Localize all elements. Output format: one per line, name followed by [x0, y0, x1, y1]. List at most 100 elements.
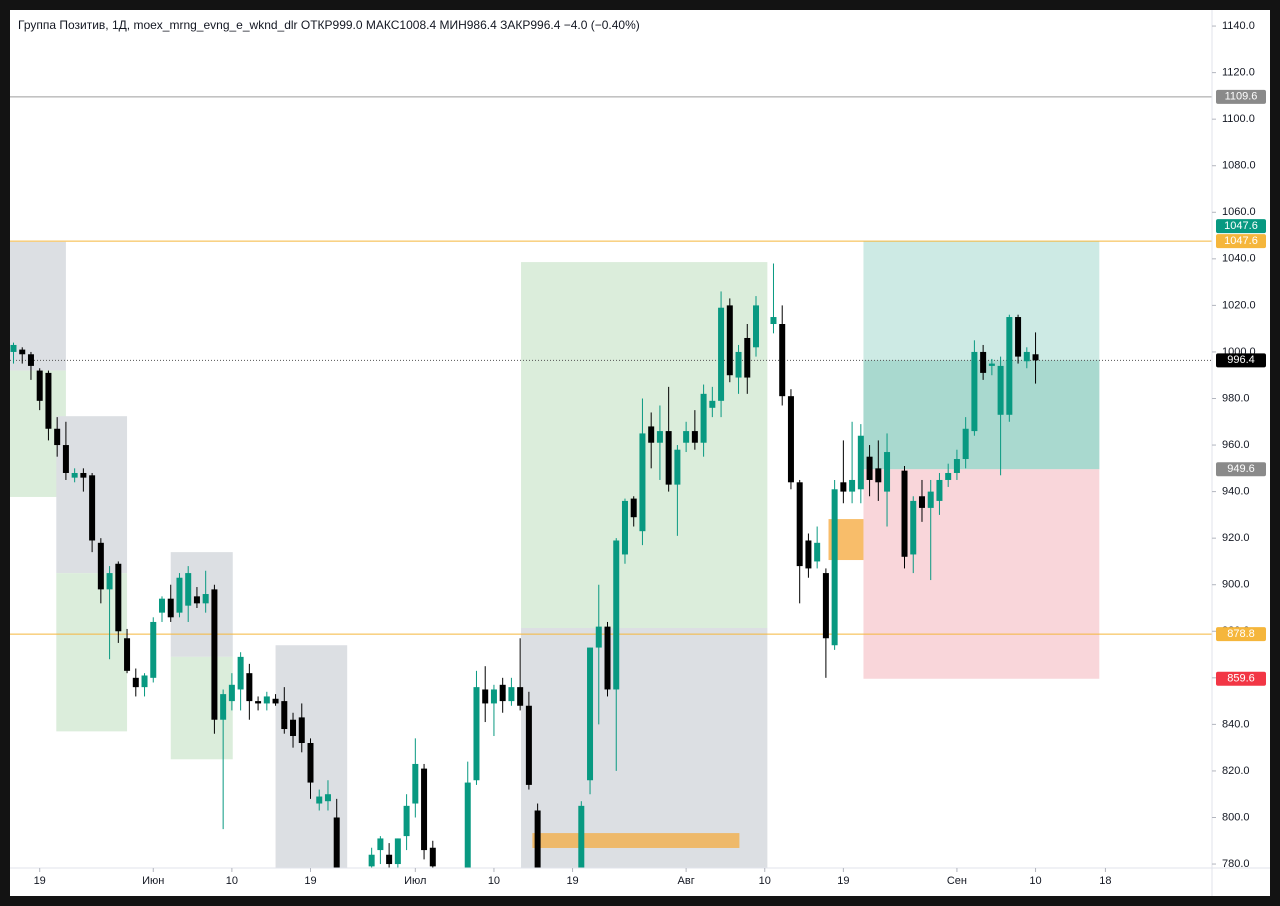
candle-body [508, 687, 515, 702]
candle-body [412, 763, 419, 804]
candle-body [744, 337, 751, 378]
candle-body [62, 445, 69, 473]
candle-body [971, 351, 978, 432]
candle-body [89, 475, 96, 541]
y-tick-label: 940.0 [1222, 486, 1250, 498]
candle-body [473, 687, 480, 781]
candle-body [621, 500, 628, 555]
candle-body [19, 349, 26, 355]
y-tick-label: 1100.0 [1222, 113, 1255, 125]
candle-body [158, 598, 165, 613]
candle-body [613, 540, 620, 690]
candle-body [27, 354, 34, 366]
candle-body [228, 684, 235, 702]
y-tick-label: 980.0 [1222, 392, 1250, 404]
candle-body [1006, 317, 1013, 415]
candle-body [71, 472, 78, 478]
x-tick-label: 19 [566, 875, 578, 887]
zone [10, 241, 66, 371]
y-tick-label: 1140.0 [1222, 20, 1255, 32]
candle-body [962, 428, 969, 460]
candle-body [648, 426, 655, 443]
candle-body [674, 449, 681, 485]
candle-body [464, 782, 471, 868]
candle-body [255, 701, 262, 704]
candle-body [901, 470, 908, 557]
price-label-box [1216, 89, 1266, 104]
candle-body [787, 396, 794, 483]
x-tick-label: 18 [1099, 875, 1111, 887]
zone [863, 469, 1100, 679]
candle-body [578, 805, 585, 868]
candle-body [490, 689, 497, 704]
candle-body [831, 489, 838, 646]
candle-body [796, 482, 803, 567]
price-label-box [1216, 219, 1266, 234]
candle-body [936, 479, 943, 501]
x-tick-label: Авг [678, 875, 695, 887]
candle-body [639, 433, 646, 532]
candle-body [700, 393, 707, 443]
y-tick-label: 1040.0 [1222, 253, 1256, 265]
candle-body [866, 456, 873, 480]
candle-body [211, 589, 218, 720]
x-tick-label: 10 [488, 875, 500, 887]
candle-body [167, 598, 174, 618]
candle-body [779, 324, 786, 397]
candle-body [237, 656, 244, 690]
candle-body [875, 468, 882, 483]
candle-body [604, 626, 611, 690]
candle-body [525, 705, 532, 785]
candle-body [394, 838, 401, 865]
candle-body [945, 472, 952, 480]
zone [863, 360, 1100, 470]
candle-body [193, 596, 200, 604]
candle-body [499, 684, 506, 702]
candle-body [307, 743, 314, 783]
candle-body [115, 563, 122, 632]
candle-body [298, 717, 305, 744]
candle-body [10, 344, 17, 352]
candle-body [403, 805, 410, 837]
x-tick-label: 10 [759, 875, 771, 887]
price-label: 949.6 [1227, 463, 1255, 475]
x-tick-label: Июн [142, 875, 164, 887]
candle-body [150, 621, 157, 678]
candle-body [587, 647, 594, 781]
candle-body [1015, 317, 1022, 357]
candle-body [36, 370, 43, 401]
candle-body [80, 472, 87, 478]
zone [521, 628, 768, 868]
candle-body [630, 498, 637, 518]
price-label: 878.8 [1227, 628, 1255, 640]
price-label-box [1216, 462, 1266, 477]
price-label: 859.6 [1227, 673, 1255, 685]
price-label: 1109.6 [1225, 91, 1258, 103]
candle-body [753, 305, 760, 348]
candle-body [709, 400, 716, 408]
candle-body [124, 638, 131, 671]
candle-body [918, 496, 925, 508]
candle-body [691, 431, 698, 443]
candle-body [665, 431, 672, 485]
candle-body [106, 573, 113, 590]
candle-body [386, 854, 393, 865]
price-label-box [1216, 353, 1266, 368]
candle-body [770, 317, 777, 325]
y-tick-label: 1060.0 [1222, 206, 1256, 218]
candle-body [953, 459, 960, 473]
candle-body [726, 305, 733, 376]
candle-body [735, 351, 742, 378]
candle-body [290, 719, 297, 737]
candle-body [595, 626, 602, 648]
candle-body [718, 307, 725, 401]
y-tick-label: 820.0 [1222, 765, 1250, 777]
y-tick-label: 900.0 [1222, 579, 1250, 591]
candle-body [1023, 351, 1030, 362]
candle-body [997, 365, 1004, 415]
candle-body [1032, 354, 1039, 361]
candle-body [980, 351, 987, 373]
candle-body [884, 452, 891, 492]
candle-body [220, 694, 227, 720]
candle-body [97, 542, 104, 590]
